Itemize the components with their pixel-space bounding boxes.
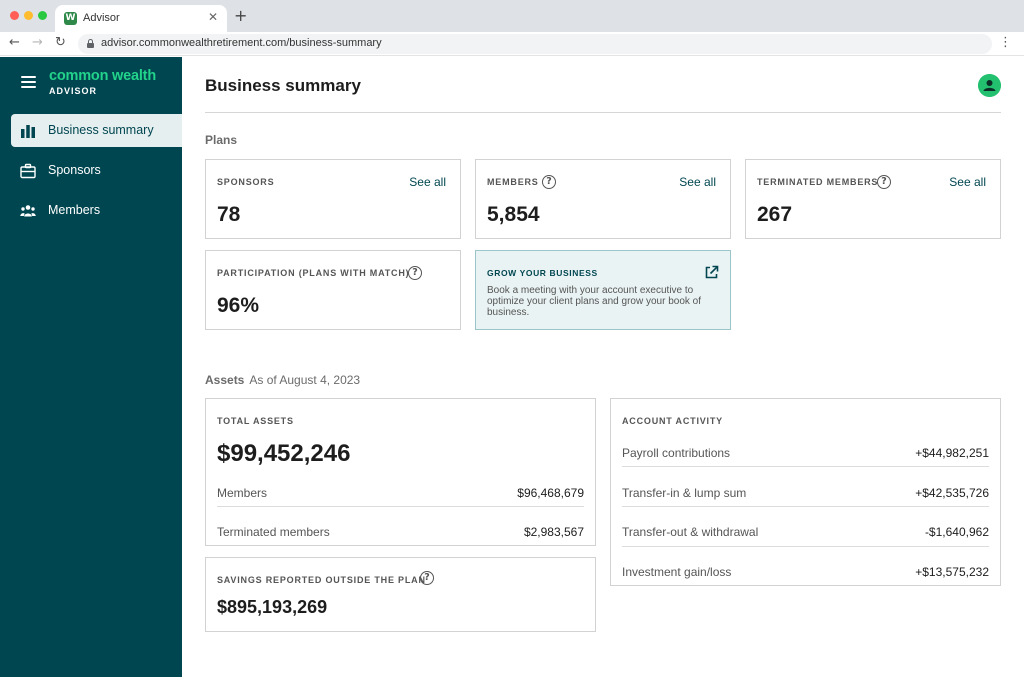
assets-label: Assets: [205, 373, 245, 387]
tab-close-icon[interactable]: ✕: [207, 10, 218, 24]
row-label: Transfer-in & lump sum: [622, 486, 747, 500]
reload-icon[interactable]: ↻: [55, 35, 66, 50]
row-divider: [622, 546, 989, 547]
terminated-members-card: TERMINATED MEMBERS ? See all 267: [745, 159, 1001, 239]
row-divider: [622, 466, 989, 467]
header-divider: [205, 112, 1001, 113]
row-value: $96,468,679: [517, 486, 584, 500]
new-tab-icon[interactable]: +: [234, 6, 248, 25]
row-value: +$13,575,232: [915, 565, 989, 579]
total-assets-value: $99,452,246: [217, 440, 351, 467]
browser-tab-bar: W Advisor ✕ +: [0, 0, 1024, 32]
tab-title: Advisor: [83, 12, 120, 24]
grow-business-title: GROW YOUR BUSINESS: [487, 268, 598, 278]
row-label: Members: [217, 486, 268, 500]
row-label: Payroll contributions: [622, 446, 731, 460]
outside-savings-value: $895,193,269: [217, 597, 328, 617]
row-value: -$1,640,962: [924, 525, 989, 539]
external-link-icon[interactable]: [704, 265, 719, 280]
asset-row-terminated-members: Terminated members $2,983,567: [217, 513, 584, 553]
row-label: Transfer-out & withdrawal: [622, 525, 759, 539]
grow-your-business-card[interactable]: GROW YOUR BUSINESS Book a meeting with y…: [475, 250, 731, 330]
browser-menu-icon[interactable]: ⋮: [999, 35, 1012, 50]
browser-toolbar: ← → ↻ advisor.commonwealthretirement.com…: [0, 32, 1024, 56]
hamburger-menu-icon[interactable]: [21, 75, 36, 89]
row-divider: [622, 506, 989, 507]
logo: common wealth: [49, 68, 156, 84]
back-arrow-icon[interactable]: ←: [9, 35, 20, 50]
sidebar-item-label: Business summary: [48, 123, 154, 137]
sponsors-count: 78: [217, 203, 241, 226]
activity-row-transfer-out: Transfer-out & withdrawal -$1,640,962: [622, 513, 989, 553]
logo-subtitle: ADVISOR: [49, 86, 98, 96]
members-see-all-link[interactable]: See all: [679, 175, 716, 189]
members-count: 5,854: [487, 203, 540, 226]
grow-business-body: Book a meeting with your account executi…: [487, 285, 702, 318]
terminated-see-all-link[interactable]: See all: [949, 175, 986, 189]
bar-chart-icon: [21, 125, 35, 138]
total-assets-label: TOTAL ASSETS: [217, 416, 294, 426]
window-maximize-button[interactable]: [38, 11, 47, 20]
briefcase-icon: [20, 163, 36, 179]
window-minimize-button[interactable]: [24, 11, 33, 20]
account-activity-card: ACCOUNT ACTIVITY Payroll contributions +…: [610, 398, 1001, 586]
assets-as-of-date: As of August 4, 2023: [249, 373, 361, 387]
activity-row-investment: Investment gain/loss +$13,575,232: [622, 553, 989, 593]
row-label: Terminated members: [217, 525, 330, 539]
page-title: Business summary: [205, 76, 361, 95]
sidebar: common wealth ADVISOR Business summary S…: [0, 57, 182, 677]
row-value: $2,983,567: [523, 525, 584, 539]
members-label: MEMBERS: [487, 177, 539, 187]
address-bar[interactable]: advisor.commonwealthretirement.com/busin…: [78, 34, 992, 54]
participation-card: PARTICIPATION (PLANS WITH MATCH) ? 96%: [205, 250, 461, 330]
terminated-members-label: TERMINATED MEMBERS: [757, 177, 879, 187]
sidebar-item-label: Sponsors: [48, 163, 101, 177]
user-avatar-icon[interactable]: [978, 74, 1001, 97]
sponsors-card: SPONSORS See all 78: [205, 159, 461, 239]
row-value: +$42,535,726: [915, 486, 989, 500]
members-card: MEMBERS ? See all 5,854: [475, 159, 731, 239]
total-assets-card: TOTAL ASSETS $99,452,246 Members $96,468…: [205, 398, 596, 546]
outside-savings-card: SAVINGS REPORTED OUTSIDE THE PLAN ? $895…: [205, 557, 596, 632]
sponsors-label: SPONSORS: [217, 177, 275, 187]
help-icon[interactable]: ?: [877, 175, 891, 189]
asset-row-members: Members $96,468,679: [217, 474, 584, 514]
outside-savings-label: SAVINGS REPORTED OUTSIDE THE PLAN: [217, 575, 426, 585]
browser-tab[interactable]: W Advisor ✕: [55, 5, 227, 32]
activity-row-transfer-in: Transfer-in & lump sum +$42,535,726: [622, 474, 989, 514]
participation-value: 96%: [217, 294, 260, 317]
activity-row-payroll: Payroll contributions +$44,982,251: [622, 434, 989, 474]
help-icon[interactable]: ?: [408, 266, 422, 280]
row-divider: [217, 506, 584, 507]
sponsors-see-all-link[interactable]: See all: [409, 175, 446, 189]
favicon-icon: W: [64, 12, 77, 25]
forward-arrow-icon[interactable]: →: [32, 35, 43, 50]
sidebar-item-members[interactable]: Members: [11, 194, 182, 227]
account-activity-label: ACCOUNT ACTIVITY: [622, 416, 723, 426]
sidebar-item-sponsors[interactable]: Sponsors: [11, 154, 182, 187]
sidebar-item-label: Members: [48, 203, 101, 217]
row-value: +$44,982,251: [915, 446, 989, 460]
lock-icon: [87, 39, 94, 48]
terminated-members-count: 267: [757, 203, 793, 226]
url-text: advisor.commonwealthretirement.com/busin…: [101, 37, 382, 49]
participation-label: PARTICIPATION (PLANS WITH MATCH): [217, 268, 410, 278]
assets-section-label: Assets As of August 4, 2023: [205, 373, 360, 387]
plans-section-label: Plans: [205, 133, 238, 147]
sidebar-item-business-summary[interactable]: Business summary: [11, 114, 182, 147]
help-icon[interactable]: ?: [542, 175, 556, 189]
window-close-button[interactable]: [10, 11, 19, 20]
row-label: Investment gain/loss: [622, 565, 732, 579]
people-icon: [20, 205, 36, 217]
help-icon[interactable]: ?: [420, 571, 434, 585]
